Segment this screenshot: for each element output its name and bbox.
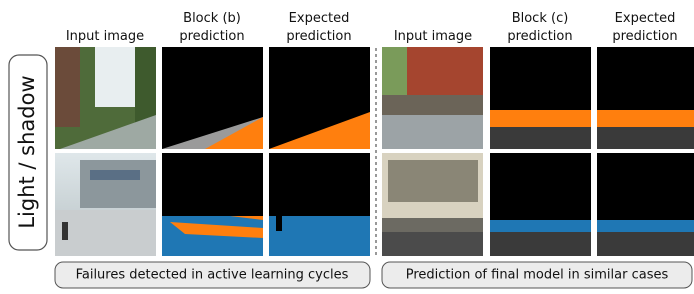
column-header: prediction (612, 29, 677, 44)
figure: Light / shadow Input image Block (b) predi… (0, 0, 694, 290)
headers: Input image Block (b) prediction Expected pr… (66, 11, 678, 44)
expected (269, 153, 370, 256)
prediction (490, 153, 591, 256)
column-header: Expected (615, 11, 676, 26)
expected (269, 47, 370, 149)
expected (597, 153, 694, 256)
prediction (490, 47, 591, 149)
column-header: Block (c) (512, 11, 569, 26)
photo (382, 47, 483, 149)
column-header: prediction (286, 29, 351, 44)
row-label: Light / shadow (15, 75, 39, 228)
photo (382, 153, 483, 256)
column-header: Input image (394, 29, 472, 44)
photo (55, 153, 156, 256)
column-header: Block (b) (183, 11, 241, 26)
prediction (162, 47, 263, 149)
caption: Prediction of final model in similar cas… (406, 268, 669, 283)
caption: Failures detected in active learning cyc… (76, 268, 349, 283)
column-header: prediction (179, 29, 244, 44)
column-header: Expected (289, 11, 350, 26)
prediction (162, 153, 263, 256)
expected (597, 47, 694, 149)
column-header: prediction (507, 29, 572, 44)
photo (55, 47, 156, 149)
column-header: Input image (66, 29, 144, 44)
